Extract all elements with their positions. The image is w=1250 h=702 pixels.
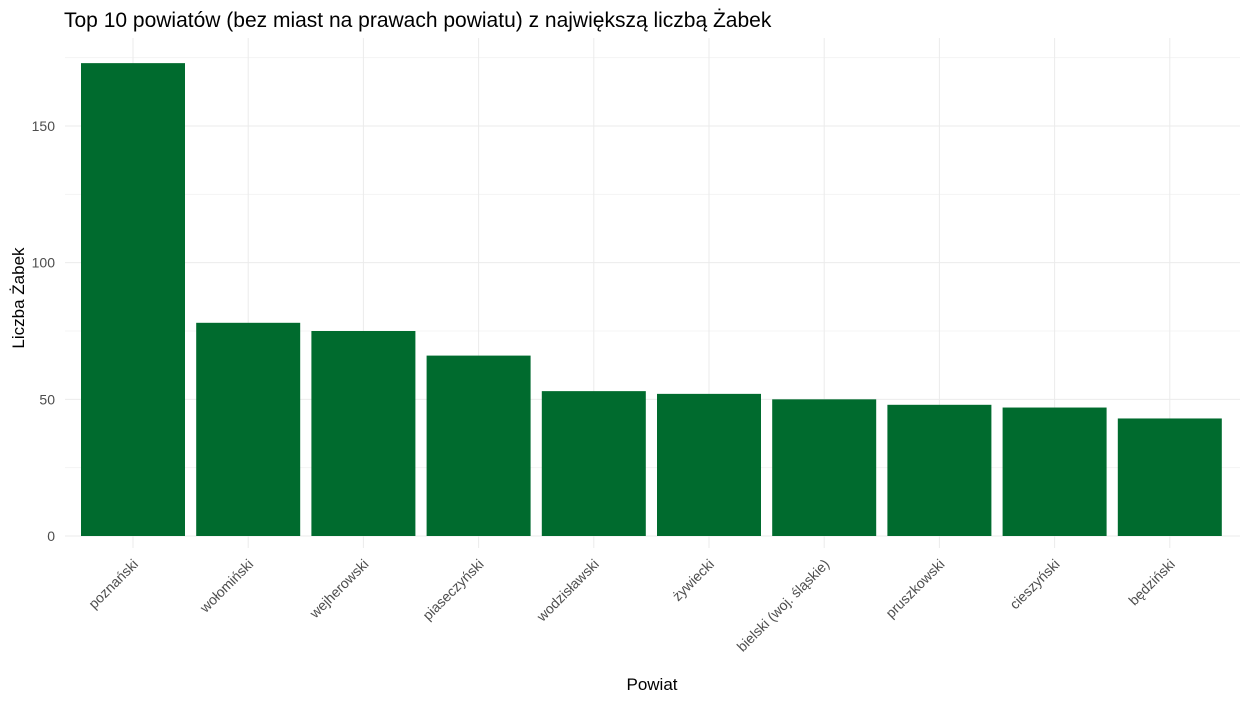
bar [426, 355, 531, 536]
y-axis-ticks: 0 50 100 150 [32, 118, 56, 544]
y-tick-label: 50 [39, 391, 55, 407]
bar [657, 393, 761, 536]
x-tick-label: poznański [85, 556, 141, 612]
bar [311, 331, 416, 536]
x-tick-label: wejherowski [306, 556, 372, 622]
y-tick-label: 100 [32, 255, 56, 271]
bar [887, 404, 992, 536]
x-axis-title: Powiat [626, 675, 677, 694]
x-tick-label: cieszyński [1006, 556, 1062, 612]
x-tick-label: będziński [1125, 556, 1178, 609]
bars [81, 63, 1222, 537]
x-tick-label: piaseczyński [419, 556, 486, 623]
x-tick-label: żywiecki [669, 556, 717, 604]
x-tick-label: pruszkowski [882, 556, 947, 621]
x-tick-label: wodzisławski [533, 556, 602, 625]
bar [772, 399, 877, 536]
bar [1117, 418, 1222, 536]
y-axis-title: Liczba Żabek [9, 247, 28, 349]
chart-title: Top 10 powiatów (bez miast na prawach po… [64, 9, 772, 32]
bar [541, 391, 646, 536]
bar [81, 63, 185, 537]
x-tick-label: bielski (woj. śląskie) [734, 556, 833, 655]
bar [196, 322, 301, 536]
bar [1002, 407, 1107, 536]
y-tick-label: 150 [32, 118, 56, 134]
y-tick-label: 0 [47, 528, 55, 544]
x-axis-ticks: poznański wołomiński wejherowski piaseczyńs… [85, 556, 1178, 655]
x-tick-label: wołomiński [196, 556, 256, 616]
